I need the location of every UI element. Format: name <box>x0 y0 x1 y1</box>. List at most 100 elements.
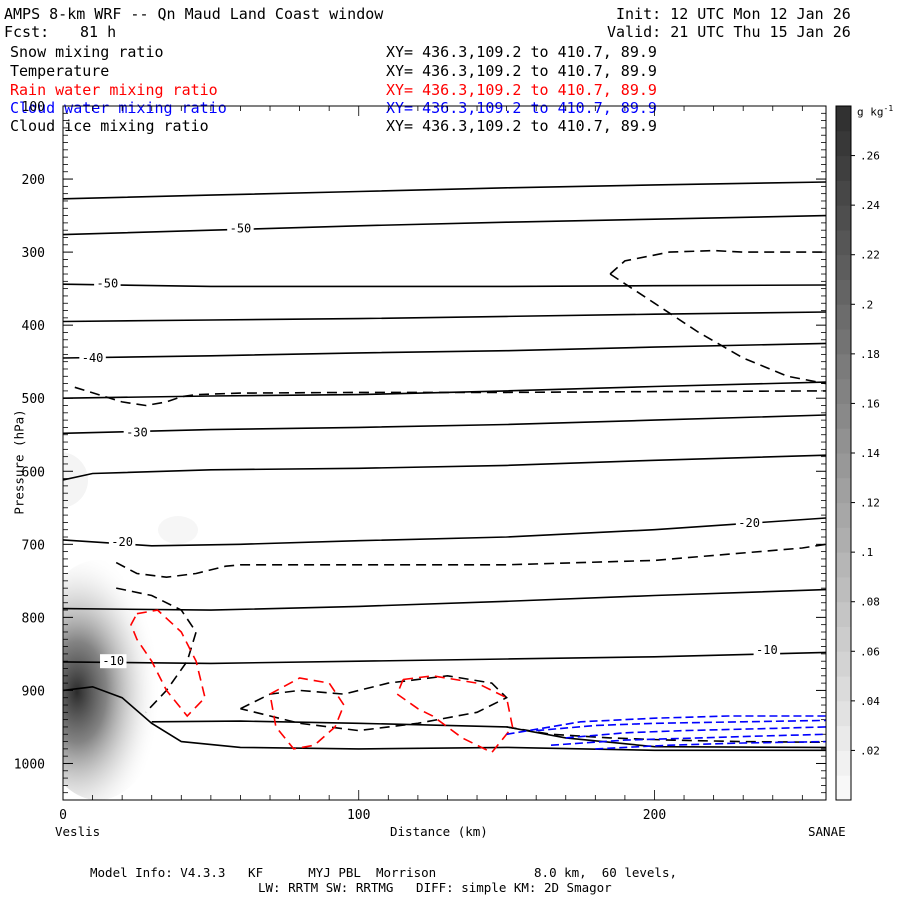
colorbar-swatch <box>836 750 851 776</box>
isotherm-1 <box>63 214 826 236</box>
temperature-label-bg <box>123 425 151 440</box>
colorbar-swatch <box>836 353 851 380</box>
field-xy-snow: XY= 436.3,109.2 to 410.7, 89.9 <box>386 43 657 61</box>
field-xy-rain: XY= 436.3,109.2 to 410.7, 89.9 <box>386 81 657 99</box>
temperature-label: -30 <box>126 426 148 440</box>
forecast-hours: 81 h <box>80 23 117 41</box>
colorbar-unit: g kg-1 <box>857 103 893 119</box>
x-tick-labels: 0 100 200 <box>59 808 666 823</box>
colorbar-tick-label: .16 <box>860 397 880 410</box>
isotherm-3 <box>63 311 826 323</box>
cloud-ice-contour-2 <box>609 249 826 275</box>
colorbar-tick-label: .22 <box>860 249 880 262</box>
colorbar-swatch <box>836 502 851 528</box>
temperature-label: -50 <box>97 277 119 291</box>
right-endpoint-label: SANAE <box>808 824 846 839</box>
temperature-label: -10 <box>756 643 778 657</box>
cloud-ice-contour-5 <box>240 674 508 732</box>
model-info: Model Info: V4.3.3 KF MYJ PBL Morrison 8… <box>90 865 677 880</box>
colorbar-swatch <box>836 130 851 157</box>
colorbar-tick-label: .06 <box>860 645 880 658</box>
forecast-label: Fcst: <box>4 23 50 41</box>
x-axis-title: Distance (km) <box>390 824 488 839</box>
isotherm-7 <box>63 454 826 481</box>
cloud-ice-contour-1 <box>115 543 826 579</box>
isotherm-0 <box>63 181 826 200</box>
y-tick-label: 400 <box>22 319 45 334</box>
cloud-water-contour-2 <box>565 726 826 739</box>
rain-water-contour-0 <box>130 609 206 718</box>
cloud-water-contour-4 <box>595 740 826 750</box>
y-tick-label: 1000 <box>14 757 45 772</box>
init-time: Init: 12 UTC Mon 12 Jan 26 <box>616 5 851 23</box>
y-tick-label: 200 <box>22 173 45 188</box>
y-tick-label: 300 <box>22 246 45 261</box>
colorbar-swatch <box>836 254 851 280</box>
cloud-water-contours <box>506 715 826 750</box>
temperature-label-bg <box>753 643 781 658</box>
isotherm-9 <box>63 588 826 611</box>
y-tick-label: 800 <box>22 611 45 626</box>
colorbar-swatch <box>836 477 851 504</box>
colorbar: .02 .04 .06 .08 .1 .12 .14 .16 .18 .2 .22 .24 .26 <box>835 105 880 801</box>
field-name-snow: Snow mixing ratio <box>10 43 164 61</box>
colorbar-tick-label: .1 <box>860 546 873 559</box>
colorbar-swatch <box>836 601 851 627</box>
colorbar-tick-label: .18 <box>860 348 880 361</box>
y-tick-label: 600 <box>22 465 45 480</box>
colorbar-tick-label: .24 <box>860 199 880 212</box>
colorbar-tick-label: .02 <box>860 744 880 757</box>
plot-frame <box>62 105 827 801</box>
colorbar-swatch <box>836 676 851 702</box>
colorbar-swatch <box>836 205 851 231</box>
cloud-water-contour-1 <box>536 719 826 732</box>
y-tick-label: 900 <box>22 684 45 699</box>
model-physics: LW: RRTM SW: RRTMG DIFF: simple KM: 2D S… <box>258 880 612 895</box>
field-name-cloud-water: Cloud water mixing ratio <box>10 99 227 117</box>
colorbar-swatch <box>836 106 851 132</box>
isotherm-8 <box>63 517 826 547</box>
colorbar-swatch <box>836 329 851 355</box>
field-name-rain: Rain water mixing ratio <box>10 81 218 99</box>
colorbar-swatch <box>836 576 851 603</box>
colorbar-tick-label: .08 <box>860 596 880 609</box>
cloud-ice-contour-3 <box>609 273 826 385</box>
y-tick-label: 700 <box>22 538 45 553</box>
temperature-label-bg <box>79 351 106 366</box>
colorbar-swatch <box>836 552 851 578</box>
rain-water-contour-1 <box>269 677 345 750</box>
temperature-label-bg <box>100 654 127 669</box>
colorbar-tick-label: .04 <box>860 695 880 708</box>
cloud-water-contour-3 <box>550 733 826 746</box>
rain-water-contours <box>130 609 514 754</box>
colorbar-unit-exponent: -1 <box>883 104 894 113</box>
field-name-temperature: Temperature <box>10 62 110 80</box>
chart-title: AMPS 8-km WRF -- Qn Maud Land Coast wind… <box>4 5 384 23</box>
isotherm-10 <box>63 651 826 665</box>
y-tick-labels: 100 200 300 400 500 600 700 800 900 1000 <box>14 100 45 772</box>
colorbar-unit-text: g kg <box>857 105 884 119</box>
isotherm-5 <box>63 381 826 399</box>
axis-ticks <box>62 105 826 800</box>
temperature-isotherms <box>63 181 826 752</box>
field-name-cloud-ice: Cloud ice mixing ratio <box>10 117 209 135</box>
colorbar-swatch <box>836 304 851 330</box>
x-tick-label: 100 <box>347 808 370 823</box>
field-xy-cloud-water: XY= 436.3,109.2 to 410.7, 89.9 <box>386 99 657 117</box>
colorbar-tick-label: .14 <box>860 447 880 460</box>
field-xy-temperature: XY= 436.3,109.2 to 410.7, 89.9 <box>386 62 657 80</box>
isotherm-12 <box>63 685 826 752</box>
temperature-label: -50 <box>230 222 252 236</box>
isotherm-4 <box>63 342 826 359</box>
colorbar-swatch <box>836 626 851 652</box>
colorbar-swatch <box>836 279 851 305</box>
colorbar-swatch <box>836 700 851 727</box>
colorbar-swatch <box>836 155 851 181</box>
temperature-labels: -50 -50 -40 -30 -20 -20 -10 -10 <box>79 221 781 669</box>
left-endpoint-label: Veslis <box>55 824 101 839</box>
x-tick-label: 200 <box>643 808 666 823</box>
colorbar-swatch <box>836 725 851 751</box>
temperature-label: -10 <box>102 654 124 668</box>
colorbar-swatch <box>836 775 851 801</box>
